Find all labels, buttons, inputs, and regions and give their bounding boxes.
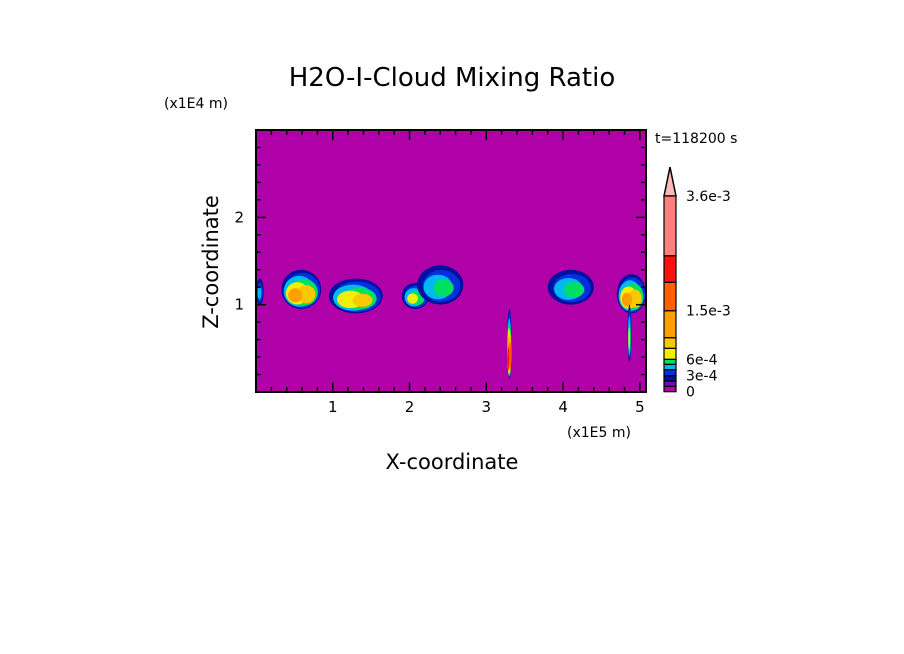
x-unit-label: (x1E5 m)	[567, 425, 631, 441]
colorbar-segment	[663, 358, 677, 365]
colorbar-segment	[663, 375, 677, 382]
cloud-region	[256, 278, 264, 305]
cloud-contour	[628, 327, 630, 351]
colorbar-segment	[663, 281, 677, 312]
cloud-contour	[509, 341, 512, 371]
colorbar-segment	[663, 385, 677, 393]
colorbar-segment	[663, 310, 677, 339]
x-axis-label: X-coordinate	[386, 450, 519, 474]
colorbar-segment	[663, 369, 677, 377]
colorbar-segment	[663, 337, 677, 349]
cloud-contour	[621, 292, 633, 307]
cloud-region	[417, 265, 464, 305]
chart-title: H2O-I-Cloud Mixing Ratio	[289, 63, 616, 93]
time-label: t=118200 s	[655, 131, 737, 147]
colorbar-segment	[663, 380, 677, 387]
colorbar-segment	[663, 255, 677, 283]
colorbar-label: 3.6e-3	[686, 189, 731, 205]
cloud-region	[616, 274, 646, 314]
x-tick-label: 5	[635, 398, 645, 416]
cloud-contour	[433, 279, 454, 297]
cloud-region	[281, 269, 322, 310]
colorbar-segment	[663, 195, 677, 257]
cloud-contour	[297, 285, 316, 304]
y-unit-label: (x1E4 m)	[164, 96, 228, 112]
y-axis-label: Z-coordinate	[199, 195, 223, 329]
cloud-contour	[288, 288, 303, 303]
cloud-region	[328, 278, 383, 314]
x-tick-label: 4	[558, 398, 568, 416]
x-tick-label: 3	[482, 398, 492, 416]
cloud-contour	[507, 346, 510, 370]
cloud-contour	[407, 293, 418, 304]
colorbar-label: 6e-4	[686, 352, 718, 368]
cloud-region	[627, 304, 632, 362]
plot-background	[256, 130, 646, 392]
cloud-region	[547, 269, 594, 305]
colorbar-extend-arrow	[663, 166, 677, 197]
colorbar-label: 3e-4	[686, 369, 718, 385]
plot-frame	[255, 129, 647, 393]
x-tick-label: 1	[328, 398, 338, 416]
colorbar-segment	[663, 347, 677, 360]
cloud-contour	[564, 282, 585, 298]
cloud-contour	[257, 286, 262, 300]
colorbar-label: 1.5e-3	[686, 304, 731, 320]
y-tick-label: 2	[234, 208, 244, 226]
cloud-contour	[352, 293, 373, 307]
cloud-region	[507, 309, 512, 379]
cloud-contour	[628, 289, 642, 308]
x-tick-label: 2	[405, 398, 415, 416]
colorbar-label: 0	[686, 385, 695, 401]
colorbar-segment	[663, 363, 677, 371]
y-tick-label: 1	[234, 296, 244, 314]
